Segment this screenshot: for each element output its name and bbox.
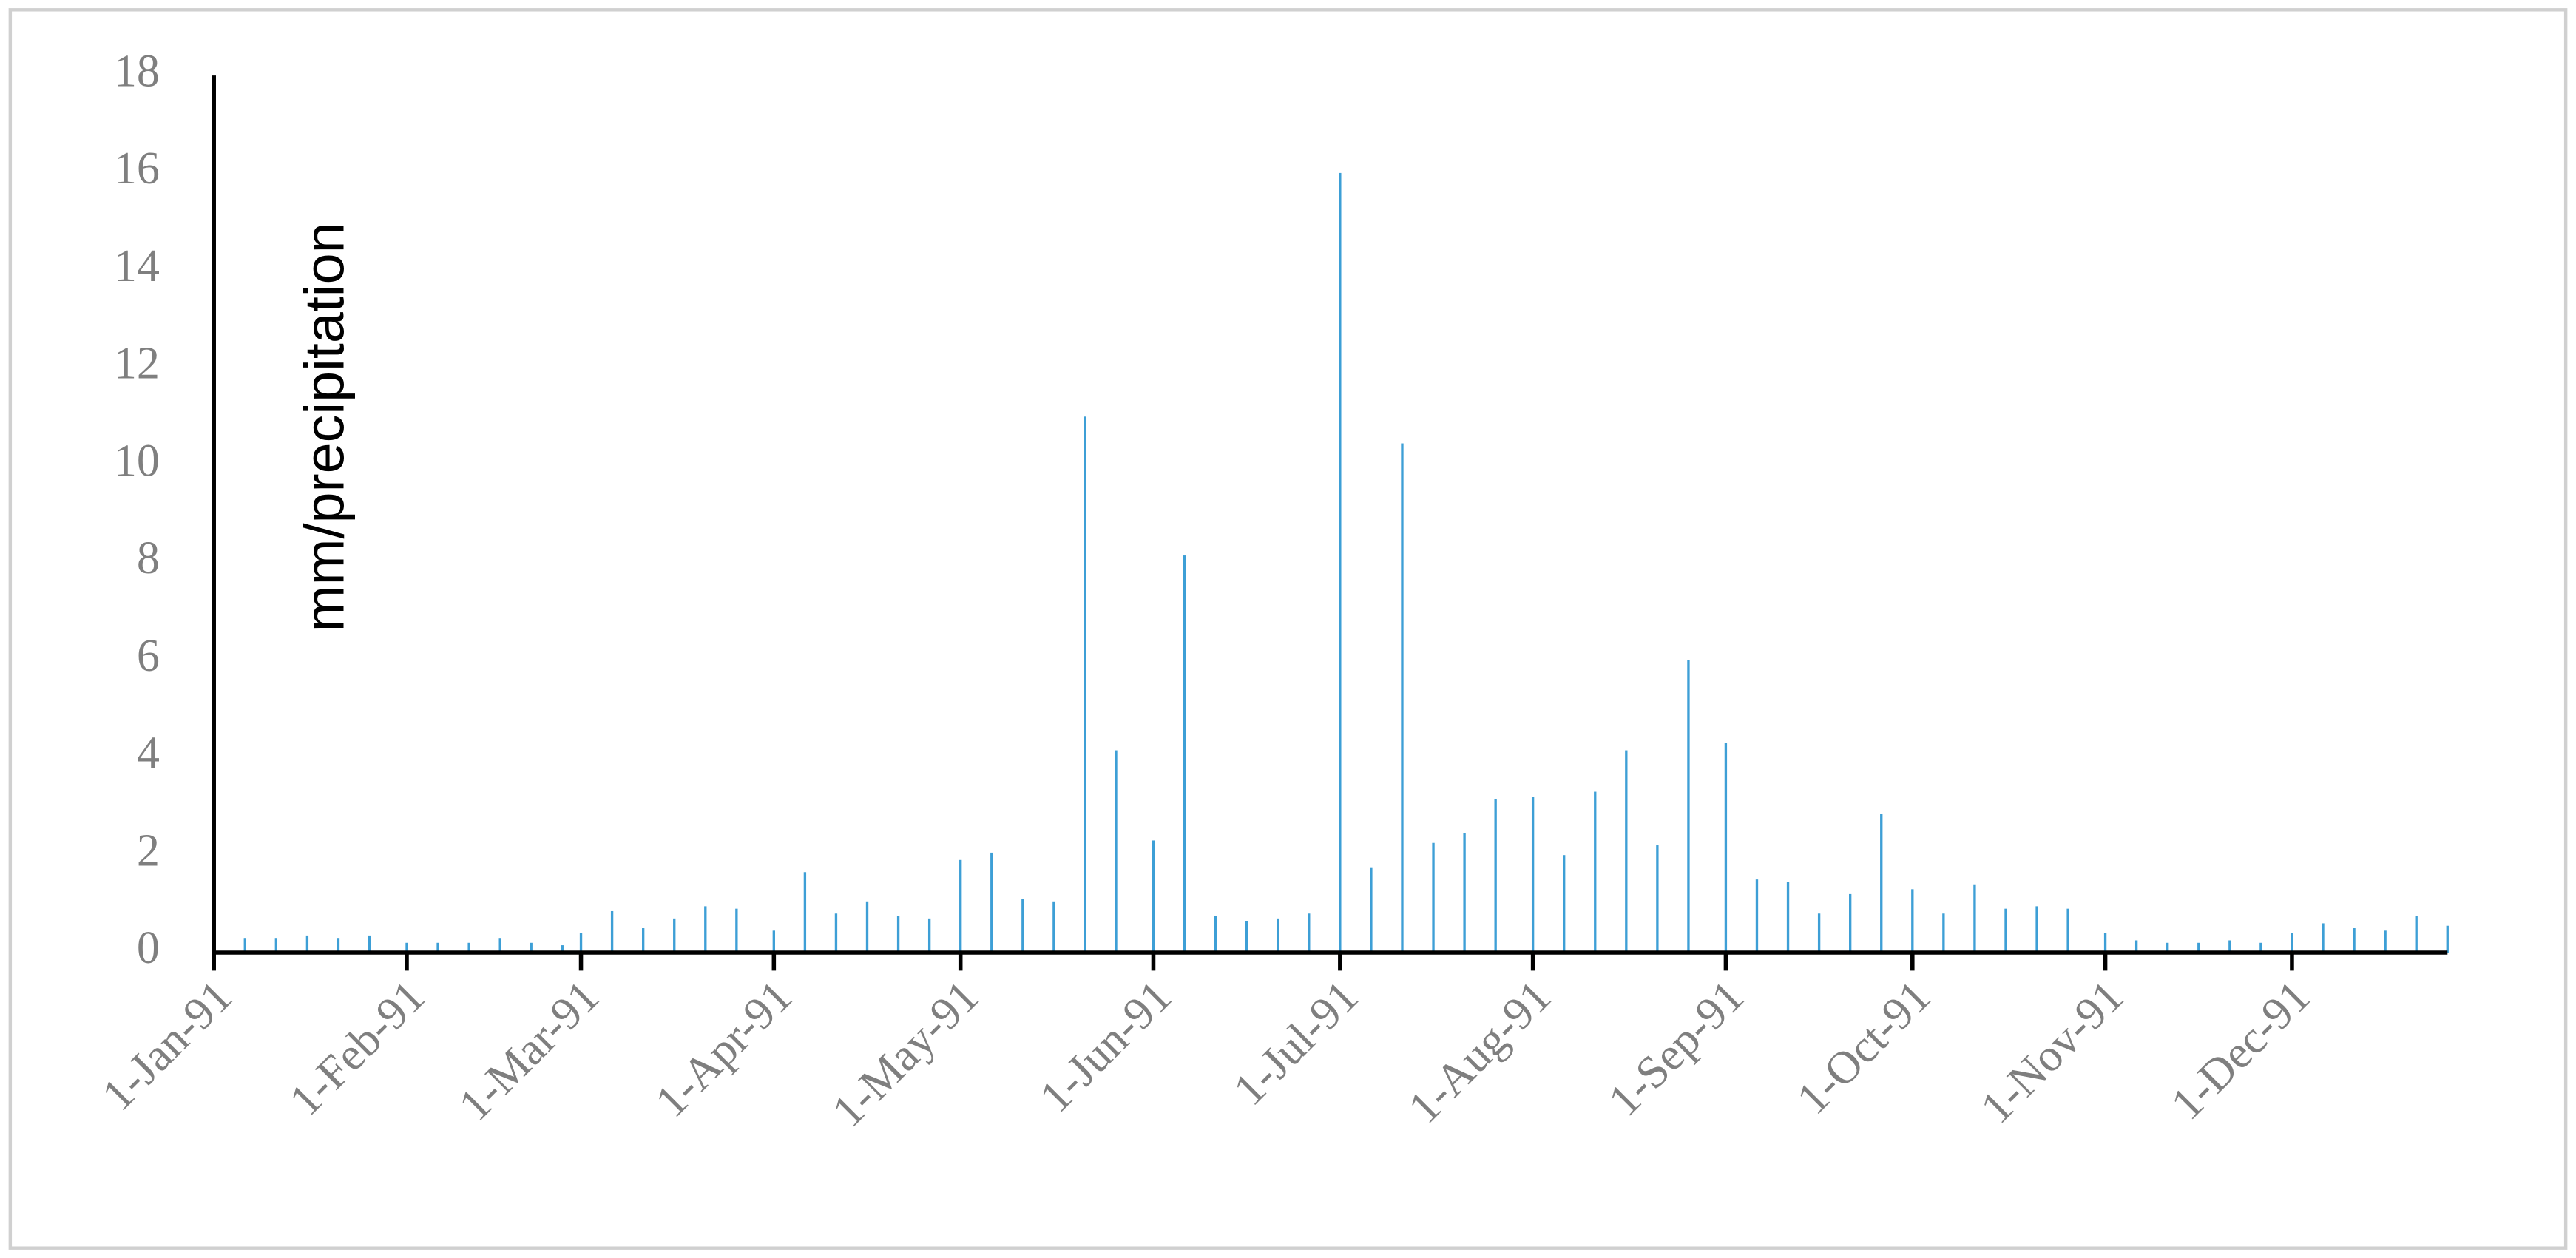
bar [2259, 942, 2262, 953]
bar [1152, 840, 1155, 953]
bar [2197, 942, 2200, 953]
bar [2446, 925, 2449, 953]
bar [673, 918, 676, 953]
bar [579, 933, 583, 953]
bar [467, 942, 470, 953]
bar [436, 942, 439, 953]
bar [561, 945, 564, 953]
bar [704, 906, 707, 953]
bar [1531, 797, 1535, 953]
bar [1880, 814, 1883, 953]
bar [2035, 906, 2038, 953]
bar [1625, 750, 1628, 953]
bar [2134, 940, 2138, 953]
bar [274, 938, 277, 953]
bar [243, 938, 246, 953]
y-axis-label: mm/precipitation [294, 222, 356, 632]
bar [1911, 889, 1914, 953]
bar [803, 872, 807, 953]
bar [642, 928, 645, 953]
bar [2384, 930, 2387, 953]
bar [368, 935, 371, 953]
bar [1594, 791, 1597, 953]
bar [2353, 928, 2356, 953]
bar [927, 918, 931, 953]
bar [2415, 916, 2418, 953]
y-tick-label: 0 [137, 923, 160, 973]
bar [1084, 416, 1086, 953]
bar [990, 852, 993, 953]
bar [834, 913, 838, 953]
bar [1245, 921, 1248, 953]
y-tick-label: 4 [137, 728, 160, 779]
bar [1115, 750, 1118, 953]
bar [1494, 799, 1497, 953]
bar [865, 901, 869, 953]
y-tick-label: 6 [137, 631, 160, 681]
bar [1817, 913, 1821, 953]
bar [405, 942, 408, 953]
bar [1786, 882, 1790, 953]
bar [1308, 913, 1311, 953]
bar [1849, 893, 1852, 953]
bar [610, 910, 614, 953]
bar [772, 930, 775, 953]
bar [1463, 833, 1466, 953]
bar [2004, 908, 2007, 953]
y-tick-label: 12 [114, 339, 160, 389]
bar [896, 916, 900, 953]
chart-border [8, 8, 2568, 1250]
y-tick-label: 16 [114, 143, 160, 194]
bar [1339, 172, 1342, 953]
bar [1724, 743, 1728, 953]
bar [305, 935, 309, 953]
y-tick-label: 2 [137, 825, 160, 876]
bar [1183, 555, 1186, 953]
bar [2066, 908, 2069, 953]
bar [2228, 940, 2231, 953]
bar [1052, 901, 1055, 953]
bar [1370, 867, 1373, 953]
bar [1021, 899, 1024, 953]
bar [1563, 855, 1566, 953]
bar [1432, 842, 1435, 953]
bar [735, 908, 738, 953]
bar [1942, 913, 1945, 953]
bar [1401, 443, 1404, 953]
bar [498, 938, 501, 953]
y-tick-label: 18 [114, 46, 160, 96]
bar [1687, 660, 1690, 953]
bar [1277, 918, 1279, 953]
bar [1973, 884, 1976, 953]
y-tick-label: 14 [114, 241, 160, 291]
bar [1214, 916, 1217, 953]
bar [1755, 879, 1759, 953]
bar [2291, 933, 2293, 953]
y-tick-label: 8 [137, 533, 160, 584]
bar [2103, 933, 2107, 953]
bar [530, 942, 533, 953]
bar [1656, 845, 1659, 953]
bar [2166, 942, 2169, 953]
y-tick-label: 10 [114, 436, 160, 486]
bar [2322, 923, 2325, 953]
bar [959, 859, 962, 953]
bar [337, 938, 340, 953]
